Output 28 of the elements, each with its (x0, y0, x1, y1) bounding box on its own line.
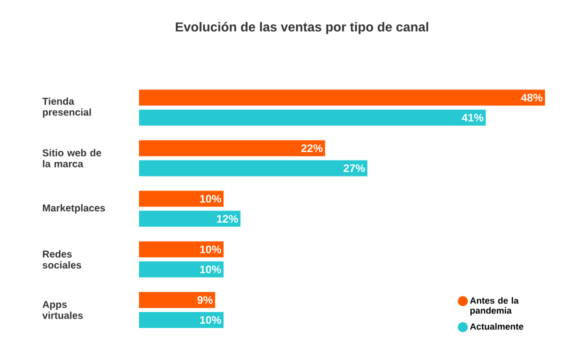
bar (139, 140, 326, 156)
data-label: 41% (462, 114, 484, 122)
bar (139, 292, 216, 308)
y-tick-label: Apps virtuales (42, 301, 83, 319)
y-tick-label: Sitio web de la marca (42, 149, 102, 168)
bar (139, 261, 224, 278)
legend-label: Actualmente (470, 323, 524, 330)
data-label: 10% (200, 246, 222, 254)
y-tick-label: Marketplaces (42, 204, 105, 214)
y-tick-label: Tienda presencial (42, 97, 91, 118)
bar (139, 312, 224, 328)
data-label: 9% (197, 296, 213, 304)
bar (139, 160, 368, 176)
bar (139, 110, 486, 126)
data-label: 48% (521, 94, 543, 102)
data-label: 22% (301, 144, 323, 152)
legend-label: Antes de la pandemia (470, 297, 519, 316)
data-label: 27% (344, 164, 365, 172)
bar (139, 210, 240, 227)
bar (139, 90, 546, 106)
data-label: 10% (200, 316, 222, 324)
y-tick-label: Redes sociales (42, 250, 82, 269)
bar (139, 241, 224, 258)
data-label: 10% (200, 194, 222, 203)
data-label: 10% (200, 266, 222, 274)
data-label: 12% (217, 214, 238, 223)
bar (139, 190, 224, 207)
chart-title: Evolución de las ventas por tipo de canal (176, 22, 428, 34)
